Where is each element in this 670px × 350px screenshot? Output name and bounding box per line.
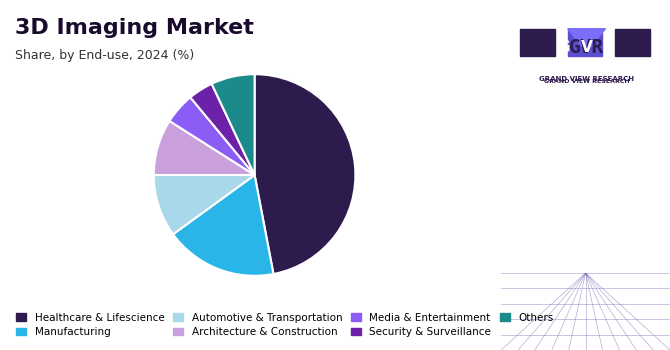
Text: Global Market Size,
2024: Global Market Size, 2024 xyxy=(532,192,639,214)
Text: GVR: GVR xyxy=(569,38,604,57)
Wedge shape xyxy=(154,175,255,234)
Wedge shape xyxy=(255,74,355,274)
Legend: Healthcare & Lifescience, Manufacturing, Automotive & Transportation, Architectu: Healthcare & Lifescience, Manufacturing,… xyxy=(12,309,557,341)
Bar xyxy=(567,29,602,56)
Text: 3D Imaging Market: 3D Imaging Market xyxy=(15,18,254,37)
Text: Share, by End-use, 2024 (%): Share, by End-use, 2024 (%) xyxy=(15,49,194,62)
Text: Source:
www.grandviewresearch.com: Source: www.grandviewresearch.com xyxy=(515,305,639,325)
Text: $41.9B: $41.9B xyxy=(531,119,640,147)
Wedge shape xyxy=(212,74,255,175)
Wedge shape xyxy=(190,84,255,175)
Bar xyxy=(615,29,649,56)
Polygon shape xyxy=(567,29,606,52)
Wedge shape xyxy=(173,175,273,276)
Wedge shape xyxy=(170,97,255,175)
Text: G  V  R: G V R xyxy=(558,41,615,55)
Wedge shape xyxy=(154,121,255,175)
Bar xyxy=(521,29,555,56)
Text: GRAND VIEW RESEARCH: GRAND VIEW RESEARCH xyxy=(539,76,634,82)
Text: GRAND VIEW RESEARCH: GRAND VIEW RESEARCH xyxy=(544,78,629,84)
